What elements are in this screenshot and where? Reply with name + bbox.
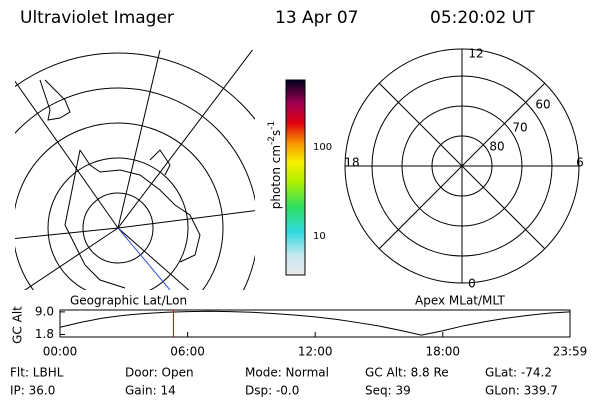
info-field: Mode: Normal	[245, 366, 329, 380]
map-label: Apex MLat/MLT	[415, 294, 505, 308]
y-axis-label: GC Alt	[11, 306, 25, 344]
mlat-label: 60	[535, 98, 550, 112]
colorbar-tick: 100	[313, 142, 332, 153]
mlat-label: 80	[489, 140, 504, 154]
info-field: Gain: 14	[125, 384, 176, 398]
info-field: GLat: -74.2	[485, 366, 552, 380]
time: 05:20:02 UT	[430, 8, 535, 28]
x-tick-label: 12:00	[298, 345, 333, 359]
info-field: Dsp: -0.0	[245, 384, 299, 398]
info-field: GC Alt: 8.8 Re	[365, 366, 449, 380]
mlt-label: 6	[576, 156, 584, 170]
map-label: Geographic Lat/Lon	[70, 294, 187, 308]
mlt-label: 0	[468, 277, 476, 291]
info-field: Seq: 39	[365, 384, 411, 398]
line-series	[59, 310, 571, 336]
apex-grid	[344, 48, 580, 284]
info-field: Flt: LBHL	[10, 366, 64, 380]
mlat-label: 70	[512, 121, 527, 135]
x-tick-label: 06:00	[170, 345, 205, 359]
x-tick-label: 23:59	[553, 345, 588, 359]
mlt-label: 12	[468, 47, 483, 61]
colorbar-unit: photon cm-2s-1	[267, 121, 283, 210]
info-field: GLon: 339.7	[485, 384, 558, 398]
colorbar-tick: 10	[313, 231, 326, 242]
y-tick-label: 1.8	[35, 327, 54, 341]
date: 13 Apr 07	[275, 8, 358, 28]
y-tick-label: 9.0	[35, 304, 54, 318]
geographic-map	[15, 50, 255, 290]
info-field: IP: 36.0	[10, 384, 55, 398]
mlt-label: 18	[344, 156, 359, 170]
x-tick-label: 00:00	[43, 345, 78, 359]
x-tick-label: 18:00	[425, 345, 460, 359]
colorbar	[285, 79, 306, 276]
title: Ultraviolet Imager	[20, 8, 174, 28]
info-field: Door: Open	[125, 366, 194, 380]
